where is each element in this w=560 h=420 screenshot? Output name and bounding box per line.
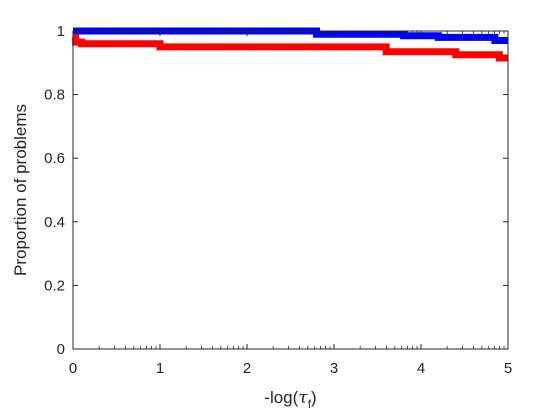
series-line-2 [72,33,508,62]
x-tick-label: 1 [156,360,164,377]
x-axis-label-prefix: -log( [264,388,298,407]
y-tick-label: 1 [57,23,65,40]
y-tick-label: 0.6 [44,150,65,167]
y-tick-label: 0 [57,341,65,358]
x-tick-label: 4 [417,360,425,377]
x-axis-label-subscript: f [308,397,312,411]
x-tick-label: 3 [330,360,338,377]
y-axis-label: Proportion of problems [11,104,30,276]
x-axis-label-tau: τ [298,388,308,408]
x-axis-label: -log(τf) [264,388,316,411]
tick-layer: 0 1 2 3 4 5 0 0.2 0.4 0.6 0.8 1 [44,23,512,377]
x-tick-label: 0 [69,360,77,377]
x-axis-label-suffix: ) [311,388,317,407]
x-tick-label: 2 [243,360,251,377]
plot-frame [72,30,509,350]
x-tick-label: 5 [504,360,512,377]
series-line-1 [73,27,508,44]
y-tick-label: 0.8 [44,87,65,104]
series-layer [72,27,508,62]
y-tick-label: 0.2 [44,277,65,294]
y-tick-label: 0.4 [44,214,65,231]
